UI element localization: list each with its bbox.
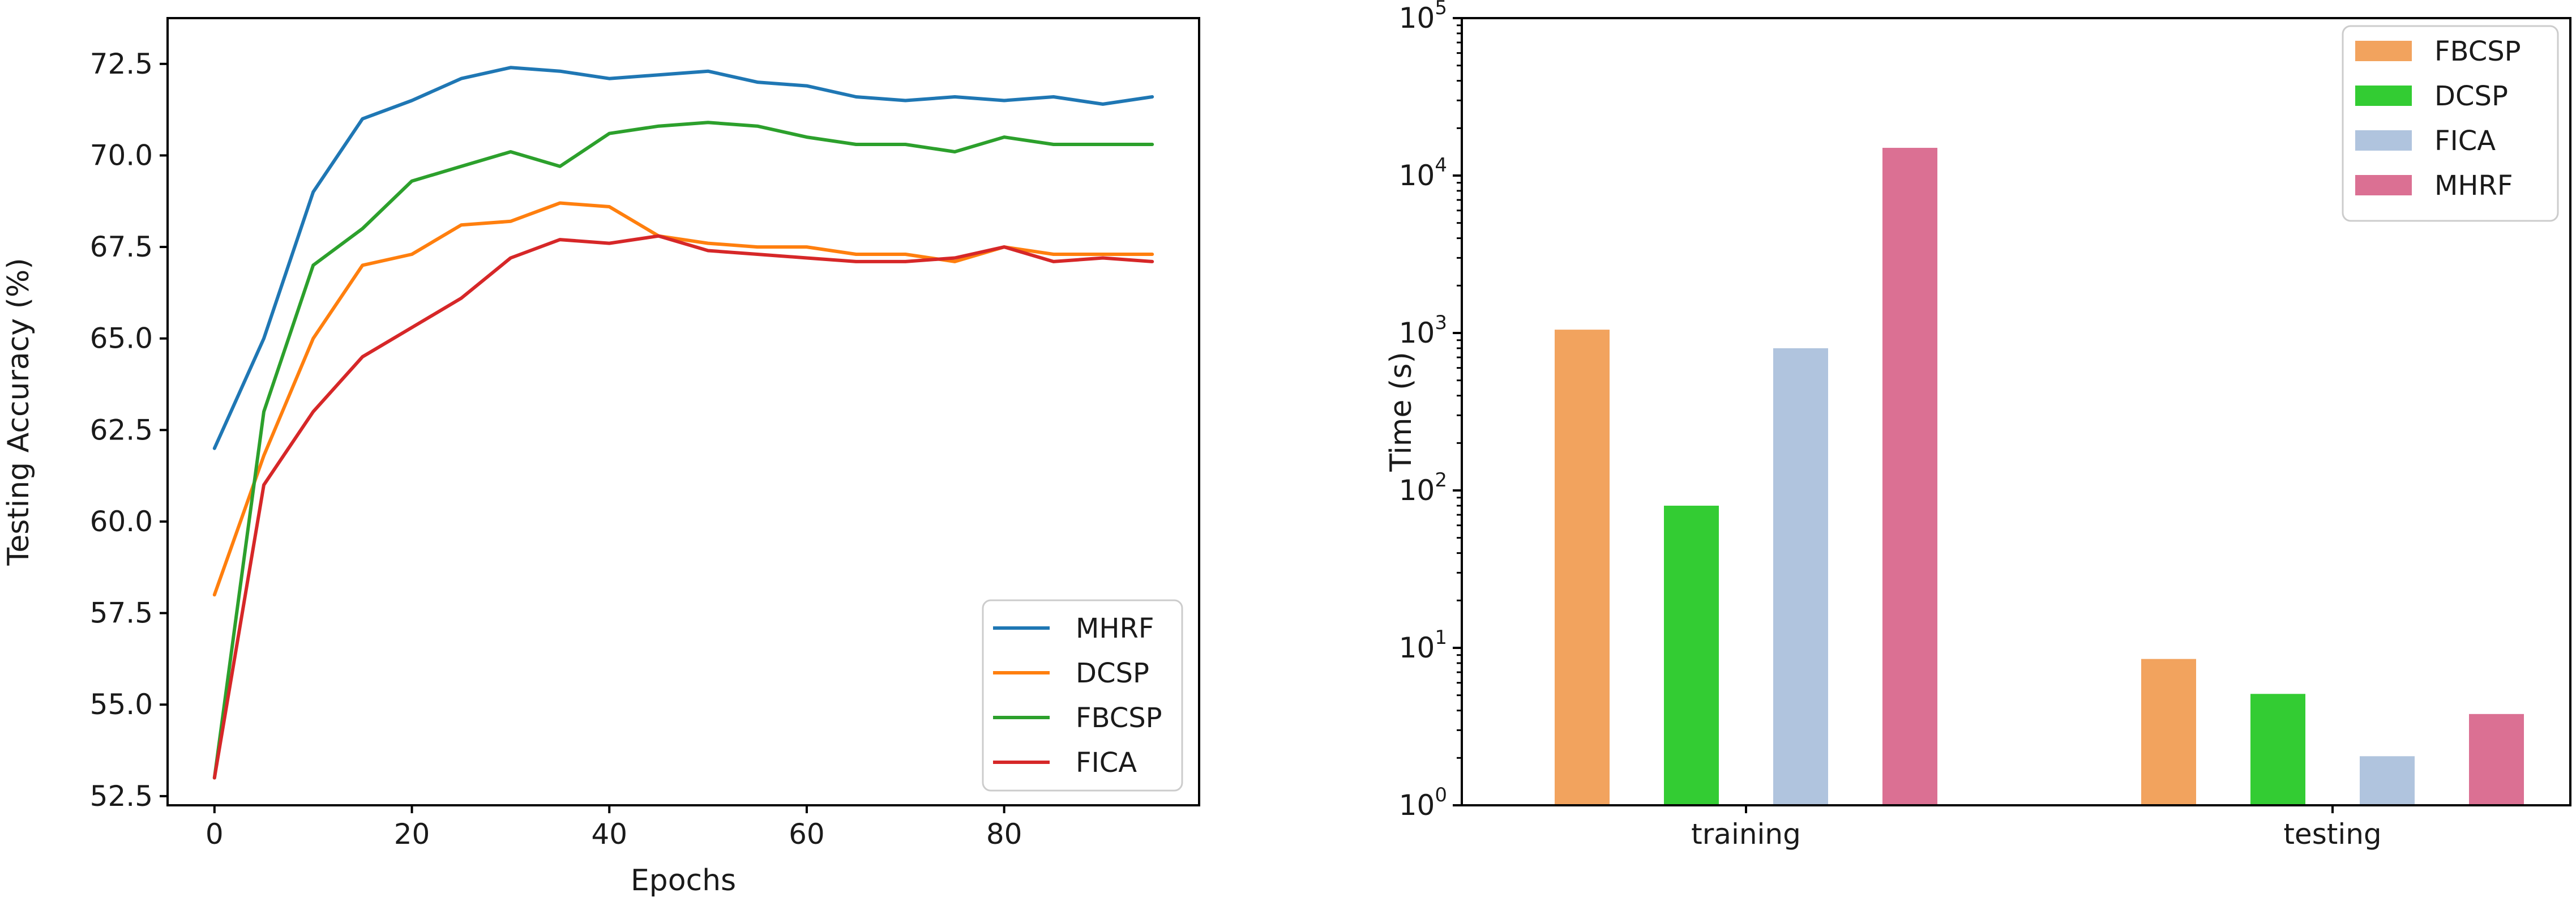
time-y-axis-label: Time (s)	[1384, 352, 1418, 472]
time-y-ticks: 100 101 102 103 104 105	[1399, 0, 1462, 822]
legend-label-dcsp: DCSP	[1076, 657, 1149, 689]
legend-swatch-dcsp	[2355, 86, 2412, 106]
legend-swatch-fbcsp	[2355, 41, 2412, 61]
y-tick-label: 62.5	[90, 413, 153, 446]
bar-fbcsp-testing	[2141, 659, 2196, 805]
bar-fica-training	[1773, 348, 1828, 805]
accuracy-legend: MHRF DCSP FBCSP FICA	[982, 599, 1183, 792]
y-tick-label: 104	[1399, 154, 1447, 192]
time-legend: FBCSP DCSP FICA MHRF	[2342, 25, 2559, 222]
legend-swatch-mhrf	[2355, 175, 2412, 195]
series-line-dcsp	[212, 201, 1154, 597]
accuracy-legend-box	[982, 599, 1183, 792]
x-tick-label: 40	[591, 818, 627, 851]
series-line-mhrf	[212, 66, 1154, 450]
accuracy-y-axis-label: Testing Accuracy (%)	[2, 258, 36, 566]
accuracy-x-ticks: 0 20 40 60 80	[206, 805, 1022, 851]
x-tick-label: 0	[206, 818, 224, 851]
bar-dcsp-training	[1664, 505, 1719, 805]
y-tick-label: 72.5	[90, 48, 153, 80]
y-tick-label: 60.0	[90, 505, 153, 538]
legend-label-fbcsp: FBCSP	[1076, 702, 1162, 734]
time-bars	[1555, 148, 2524, 805]
bar-dcsp-testing	[2250, 694, 2305, 805]
time-legend-box	[2342, 25, 2559, 222]
legend-label-mhrf: MHRF	[1076, 613, 1154, 644]
category-label-testing: testing	[2283, 818, 2381, 851]
legend-label-fbcsp: FBCSP	[2434, 36, 2521, 67]
bar-fica-testing	[2360, 756, 2415, 805]
series-line-fbcsp	[212, 121, 1154, 780]
legend-label-fica: FICA	[2434, 125, 2496, 157]
legend-label-dcsp: DCSP	[2434, 80, 2508, 112]
bar-mhrf-training	[1882, 148, 1937, 805]
x-tick-label: 60	[789, 818, 825, 851]
legend-label-fica: FICA	[1076, 747, 1137, 779]
category-label-training: training	[1691, 818, 1801, 851]
y-tick-label: 100	[1399, 784, 1447, 822]
y-tick-label: 52.5	[90, 780, 153, 813]
accuracy-y-ticks: 52.5 55.0 57.5 60.0 62.5 65.0 67.5 70.0 72.5	[90, 48, 168, 813]
x-tick-label: 80	[986, 818, 1022, 851]
accuracy-plot-frame	[166, 17, 1200, 806]
time-x-ticks: training testing	[1691, 805, 2382, 851]
accuracy-x-axis-label: Epochs	[631, 864, 736, 898]
accuracy-lines	[212, 66, 1154, 780]
time-bar-chart: training testing 100 101 102 103 104 105 Time …	[1384, 0, 2571, 851]
y-tick-label: 70.0	[90, 139, 153, 172]
legend-swatch-fica	[2355, 130, 2412, 151]
bar-mhrf-testing	[2469, 714, 2524, 805]
y-tick-label: 65.0	[90, 322, 153, 355]
y-tick-label: 103	[1399, 311, 1447, 349]
y-tick-label: 55.0	[90, 688, 153, 721]
bar-fbcsp-training	[1555, 330, 1610, 805]
legend-label-mhrf: MHRF	[2434, 170, 2513, 202]
time-plot-frame	[1461, 17, 2571, 806]
y-tick-label: 57.5	[90, 597, 153, 630]
y-tick-label: 105	[1399, 0, 1447, 35]
y-tick-label: 102	[1399, 469, 1447, 507]
series-line-fica	[212, 234, 1154, 780]
accuracy-line-chart: 0 20 40 60 80 52.5 55.0 57.5 60.0 62.5 65.0 67.5 70…	[2, 17, 1200, 898]
x-tick-label: 20	[394, 818, 430, 851]
y-tick-label: 101	[1399, 626, 1447, 664]
y-tick-label: 67.5	[90, 230, 153, 263]
